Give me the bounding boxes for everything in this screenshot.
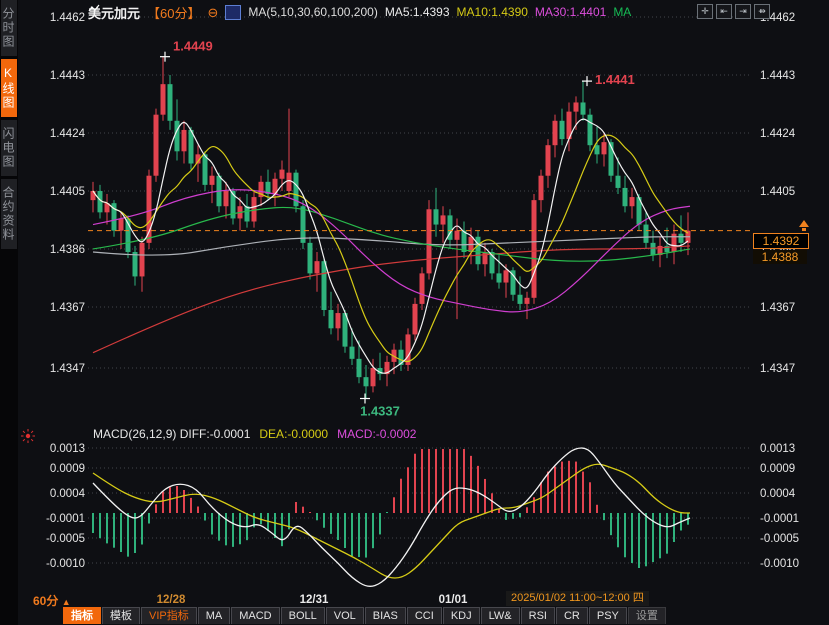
toolbar-tab-cr[interactable]: CR [555, 607, 588, 624]
svg-text:1.4347: 1.4347 [50, 363, 85, 375]
macd-gridlines: 0.0013 0.0013 0.0009 0.0009 0.0004 0.0004 -0.0… [46, 443, 799, 570]
sidebar-tab-timeshare[interactable]: 分时图 [1, 0, 17, 56]
toolbar-tab-lw[interactable]: LW& [480, 607, 520, 624]
svg-text:1.4337: 1.4337 [360, 404, 400, 419]
time-tick: 01/01 [439, 594, 468, 606]
candles-layer [90, 56, 691, 399]
ma-settings-label: MA(5,10,30,60,100,200) [248, 5, 378, 19]
ma60-value: MA [613, 5, 632, 19]
pop-out-icon[interactable]: ⇻ [754, 4, 770, 19]
svg-text:1.4462: 1.4462 [50, 12, 85, 24]
move-crosshair-icon[interactable]: ✛ [697, 4, 713, 19]
ma10-value: MA10:1.4390 [456, 5, 528, 19]
toolbar-tab-cci[interactable]: CCI [406, 607, 442, 624]
overlay-ma200 [92, 245, 691, 354]
svg-text:1.4347: 1.4347 [760, 363, 795, 375]
chart-header: 美元加元 【60分】 ⊖ MA(5,10,30,60,100,200) MA5:… [88, 3, 631, 21]
svg-text:0.0013: 0.0013 [50, 443, 85, 455]
svg-text:-0.0005: -0.0005 [760, 533, 799, 545]
svg-text:0.0009: 0.0009 [760, 463, 795, 475]
svg-text:1.4367: 1.4367 [50, 302, 85, 314]
scale-axis-left-icon[interactable]: ⇤ [716, 4, 732, 19]
overlay-ma10 [92, 134, 689, 363]
collapse-icon[interactable]: ⊖ [207, 4, 219, 20]
svg-text:1.4405: 1.4405 [760, 186, 795, 198]
svg-text:1.4405: 1.4405 [50, 186, 85, 198]
svg-text:1.4443: 1.4443 [50, 70, 85, 82]
svg-text:1.4424: 1.4424 [760, 128, 796, 140]
macd-macd: MACD:-0.0002 [337, 427, 417, 441]
toolbar-tab-ma[interactable]: MA [197, 607, 231, 624]
time-tick: 12/28 [157, 594, 186, 606]
svg-text:0.0004: 0.0004 [760, 488, 796, 500]
indicator-toolbar: 指标 模板 VIP指标 MA MACD BOLL VOL BIAS CCI KD… [63, 607, 667, 625]
sidebar-tab-lightning[interactable]: 闪电图 [1, 120, 17, 176]
macd-dea: DEA:-0.0000 [259, 427, 329, 441]
annotation-1.4441: 1.4441 [582, 72, 635, 87]
chart-type-sidebar: 分时图 K线图 闪电图 合约资料 [0, 0, 18, 625]
annotation-1.4449: 1.4449 [160, 39, 213, 62]
toolbar-tab-bias[interactable]: BIAS [364, 607, 406, 624]
toolbar-tab-rsi[interactable]: RSI [520, 607, 555, 624]
toolbar-tab-kdj[interactable]: KDJ [442, 607, 480, 624]
prev-close-badge: 1.4388 [753, 250, 807, 264]
svg-text:0.0013: 0.0013 [760, 443, 795, 455]
toolbar-tab-macd[interactable]: MACD [231, 607, 280, 624]
sidebar-tab-kline[interactable]: K线图 [1, 59, 17, 117]
svg-text:1.4441: 1.4441 [595, 72, 635, 87]
toolbar-tab-vip-indicator[interactable]: VIP指标 [141, 607, 197, 624]
svg-text:1.4367: 1.4367 [760, 302, 795, 314]
crosshair-time-label: 2025/01/02 11:00~12:00 四 [506, 591, 649, 606]
svg-text:-0.0001: -0.0001 [760, 513, 799, 525]
sidebar-tab-contract-info[interactable]: 合约资料 [1, 179, 17, 249]
price-up-arrow-icon [799, 220, 809, 231]
svg-text:1.4386: 1.4386 [50, 244, 85, 256]
svg-text:0.0009: 0.0009 [50, 463, 85, 475]
svg-text:0.0004: 0.0004 [50, 488, 86, 500]
period-selector[interactable]: 60分 ▲ [33, 594, 71, 608]
overlay-ma60 [92, 206, 691, 262]
overlay-ma30 [92, 189, 691, 313]
ma5-value: MA5:1.4393 [384, 5, 450, 19]
macd-histogram [92, 449, 689, 568]
ma30-value: MA30:1.4401 [534, 5, 607, 19]
symbol-name: 美元加元 [88, 5, 141, 21]
svg-text:-0.0001: -0.0001 [46, 513, 85, 525]
toolbar-tab-psy[interactable]: PSY [588, 607, 627, 624]
period-tag: 【60分】 [147, 5, 201, 21]
macd-dea-line [92, 463, 690, 579]
toolbar-tab-indicator[interactable]: 指标 [63, 607, 101, 624]
svg-text:-0.0005: -0.0005 [46, 533, 85, 545]
kline-mini-icon[interactable] [88, 4, 242, 20]
toolbar-tab-template[interactable]: 模板 [102, 607, 140, 624]
toolbar-tab-vol[interactable]: VOL [325, 607, 364, 624]
last-price-badge: 1.4392 [753, 233, 809, 249]
svg-text:-0.0010: -0.0010 [760, 558, 799, 570]
overlay-ma100 [92, 236, 690, 256]
overlay-ma5 [92, 118, 689, 374]
macd-diff-line [92, 447, 691, 587]
svg-text:1.4424: 1.4424 [50, 128, 86, 140]
svg-text:-0.0010: -0.0010 [46, 558, 85, 570]
period-arrow-icon: ▲ [61, 597, 71, 607]
svg-text:1.4443: 1.4443 [760, 70, 795, 82]
annotation-1.4337: 1.4337 [360, 393, 400, 419]
time-tick: 12/31 [300, 594, 329, 606]
macd-header: MACD(26,12,9) DIFF:-0.0001 DEA:-0.0000 M… [93, 427, 416, 441]
chart-tool-icons: ✛ ⇤ ⇥ ⇻ [697, 4, 770, 19]
toolbar-tab-boll[interactable]: BOLL [280, 607, 325, 624]
toolbar-tab-settings[interactable]: 设置 [627, 607, 666, 624]
macd-params-diff: MACD(26,12,9) DIFF:-0.0001 [93, 427, 251, 441]
svg-text:1.4449: 1.4449 [173, 39, 213, 54]
scale-axis-right-icon[interactable]: ⇥ [735, 4, 751, 19]
